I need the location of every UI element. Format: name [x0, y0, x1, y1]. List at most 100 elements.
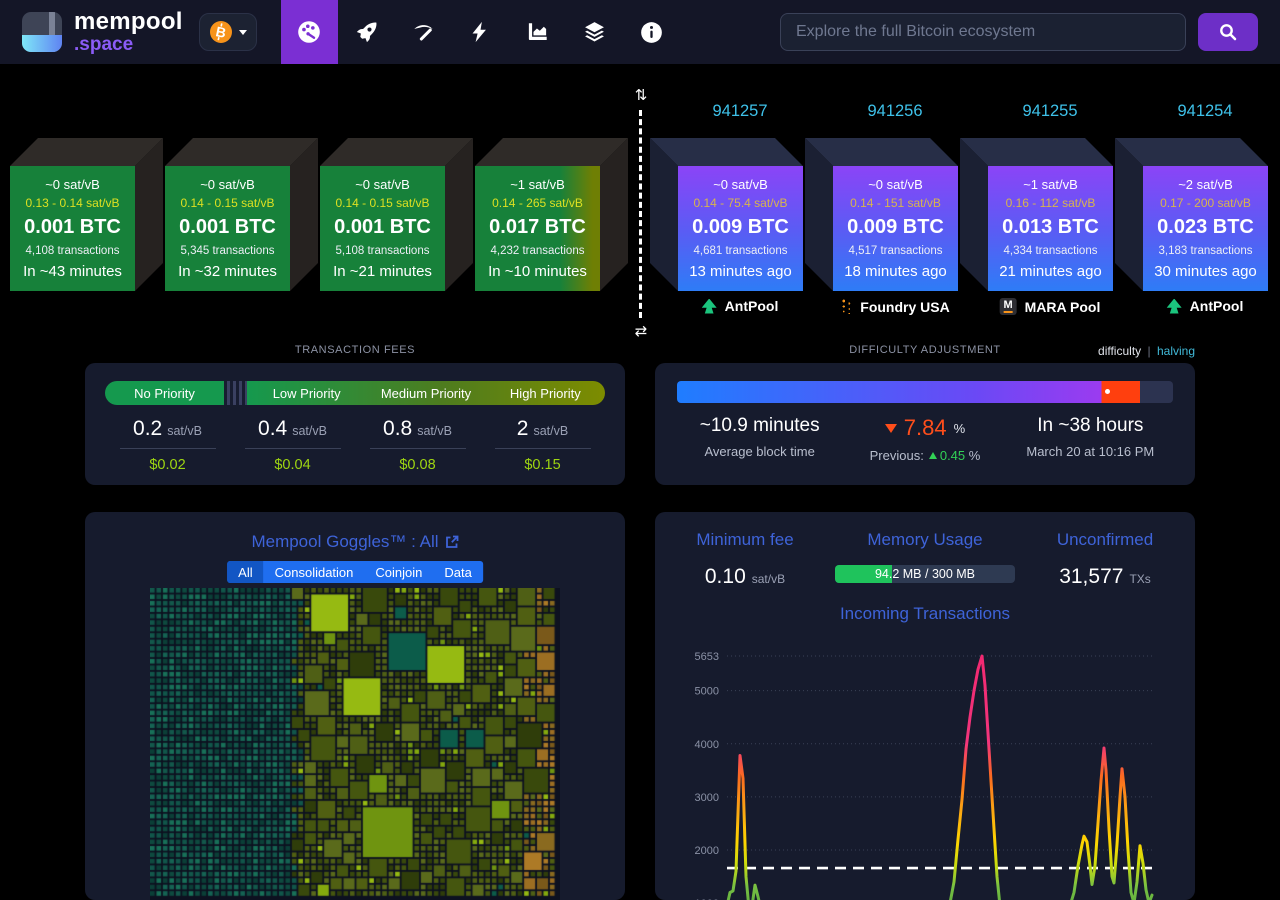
fee-tier: 0.2sat/vB $0.02 — [105, 417, 230, 473]
search-button[interactable] — [1198, 13, 1258, 51]
median-fee: ~0 sat/vB — [713, 177, 768, 192]
block-age: 21 minutes ago — [999, 263, 1102, 280]
mempool-block[interactable]: ~1 sat/vB 0.14 - 265 sat/vB 0.017 BTC 4,… — [475, 138, 628, 291]
fee-rate-value: 0.8 — [383, 417, 412, 441]
tx-count: 4,681 transactions — [694, 245, 788, 257]
fee-usd-value: $0.15 — [524, 457, 560, 473]
mined-block[interactable]: ~0 sat/vB 0.14 - 75.4 sat/vB 0.009 BTC 4… — [650, 138, 803, 291]
tab-data[interactable]: Data — [433, 561, 482, 583]
block-eta: In ~43 minutes — [23, 263, 122, 280]
lightning-icon — [469, 21, 491, 43]
mempool-block[interactable]: ~0 sat/vB 0.13 - 0.14 sat/vB 0.001 BTC 4… — [10, 138, 163, 291]
total-fees: 0.017 BTC — [489, 216, 586, 239]
difficulty-link[interactable]: difficulty — [1098, 344, 1141, 358]
mining-pool-link[interactable]: AntPool — [1167, 298, 1244, 314]
fee-rate-unit: sat/vB — [292, 424, 327, 438]
fee-priority-pill: No Priority Low Priority Medium Priority… — [105, 381, 605, 405]
mempool-block[interactable]: ~0 sat/vB 0.14 - 0.15 sat/vB 0.001 BTC 5… — [320, 138, 473, 291]
mempool-logo[interactable]: mempool .space — [22, 10, 183, 54]
mining-pool-icon — [840, 298, 852, 315]
rocket-icon — [355, 21, 378, 44]
progress-marker-dot — [1105, 389, 1110, 394]
fee-range: 0.17 - 200 sat/vB — [1160, 196, 1251, 210]
total-fees: 0.009 BTC — [847, 216, 944, 239]
block-height-link[interactable]: 941256 — [867, 102, 922, 121]
y-axis-tick: 2000 — [695, 845, 719, 857]
block-age: 18 minutes ago — [844, 263, 947, 280]
fee-rate-unit: sat/vB — [167, 424, 202, 438]
goggles-treemap[interactable] — [150, 588, 560, 900]
fee-tier: 0.8sat/vB $0.08 — [355, 417, 480, 473]
difficulty-change-unit: % — [954, 421, 966, 436]
median-fee: ~0 sat/vB — [355, 177, 410, 192]
total-fees: 0.001 BTC — [334, 216, 431, 239]
mined-block[interactable]: ~2 sat/vB 0.17 - 200 sat/vB 0.023 BTC 3,… — [1115, 138, 1268, 291]
increase-triangle-icon — [929, 452, 937, 459]
tab-all[interactable]: All — [227, 561, 263, 583]
mined-block[interactable]: ~0 sat/vB 0.14 - 151 sat/vB 0.009 BTC 4,… — [805, 138, 958, 291]
avg-block-time-value: ~10.9 minutes — [700, 415, 820, 437]
median-fee: ~0 sat/vB — [868, 177, 923, 192]
nav-layers[interactable] — [566, 0, 623, 64]
total-fees: 0.001 BTC — [179, 216, 276, 239]
previous-change: Previous:0.45 % — [870, 448, 981, 463]
link-separator: | — [1148, 344, 1151, 358]
block-eta: In ~32 minutes — [178, 263, 277, 280]
chevron-down-icon — [239, 30, 247, 39]
memory-usage-bar: 94.2 MB / 300 MB — [835, 565, 1015, 583]
fee-usd-value: $0.02 — [149, 457, 185, 473]
fee-range: 0.13 - 0.14 sat/vB — [25, 196, 119, 210]
network-selector[interactable]: B — [199, 13, 257, 51]
retarget-stat: In ~38 hours March 20 at 10:16 PM — [1008, 415, 1173, 463]
previous-change-value: 0.45 — [940, 448, 965, 463]
mining-pickaxe-icon — [412, 21, 435, 44]
unconfirmed-unit: TXs — [1129, 572, 1150, 586]
decrease-triangle-icon — [885, 424, 897, 433]
brand-name: mempool — [74, 10, 183, 34]
mined-block[interactable]: ~1 sat/vB 0.16 - 112 sat/vB 0.013 BTC 4,… — [960, 138, 1113, 291]
tab-consolidation[interactable]: Consolidation — [264, 561, 365, 583]
search-input[interactable] — [780, 13, 1186, 51]
block-age: 13 minutes ago — [689, 263, 792, 280]
nav-graphs[interactable] — [509, 0, 566, 64]
total-fees: 0.009 BTC — [692, 216, 789, 239]
tab-coinjoin[interactable]: Coinjoin — [364, 561, 433, 583]
nav-acceleration[interactable] — [338, 0, 395, 64]
nav-lightning[interactable] — [452, 0, 509, 64]
memory-usage-stat: Memory Usage 94.2 MB / 300 MB — [835, 530, 1015, 589]
block-height-link[interactable]: 941255 — [1022, 102, 1077, 121]
tx-count: 4,334 transactions — [1004, 245, 1098, 257]
tx-count: 4,517 transactions — [849, 245, 943, 257]
halving-link[interactable]: halving — [1157, 344, 1195, 358]
mining-pool-link[interactable]: Foundry USA — [840, 298, 949, 315]
bitcoin-icon: B — [209, 20, 233, 44]
mining-pool-link[interactable]: AntPool — [702, 298, 779, 314]
goggles-title-link[interactable]: Mempool Goggles™ : All — [85, 532, 625, 554]
incoming-transactions-chart: 565350004000300020001000 — [663, 630, 1187, 900]
difficulty-progress-bar — [677, 381, 1173, 403]
nav-mining[interactable] — [395, 0, 452, 64]
median-fee: ~2 sat/vB — [1178, 177, 1233, 192]
goggles-title: Mempool Goggles™ : All — [251, 532, 438, 551]
mining-pool-icon — [1000, 298, 1017, 315]
mining-pool-link[interactable]: MARA Pool — [1000, 298, 1101, 315]
block-eta: In ~10 minutes — [488, 263, 587, 280]
mempool-block[interactable]: ~0 sat/vB 0.14 - 0.15 sat/vB 0.001 BTC 5… — [165, 138, 318, 291]
mining-pool-icon — [1167, 299, 1182, 314]
swap-arrows-icon[interactable]: ⇄ — [635, 322, 648, 340]
tx-count: 5,345 transactions — [181, 245, 275, 257]
nav-about[interactable] — [623, 0, 680, 64]
fee-range: 0.14 - 0.15 sat/vB — [335, 196, 429, 210]
sort-arrows-icon[interactable]: ⇅ — [635, 86, 648, 104]
medium-priority-segment: Medium Priority — [366, 381, 485, 405]
block-height-link[interactable]: 941257 — [712, 102, 767, 121]
y-axis-tick: 3000 — [695, 792, 719, 804]
median-fee: ~1 sat/vB — [510, 177, 565, 192]
nav-dashboard[interactable] — [281, 0, 338, 64]
fee-tier: 2sat/vB $0.15 — [480, 417, 605, 473]
block-height-link[interactable]: 941254 — [1177, 102, 1232, 121]
high-priority-segment: High Priority — [486, 381, 605, 405]
total-fees: 0.013 BTC — [1002, 216, 1099, 239]
median-fee: ~0 sat/vB — [200, 177, 255, 192]
pill-stripes — [224, 381, 247, 405]
